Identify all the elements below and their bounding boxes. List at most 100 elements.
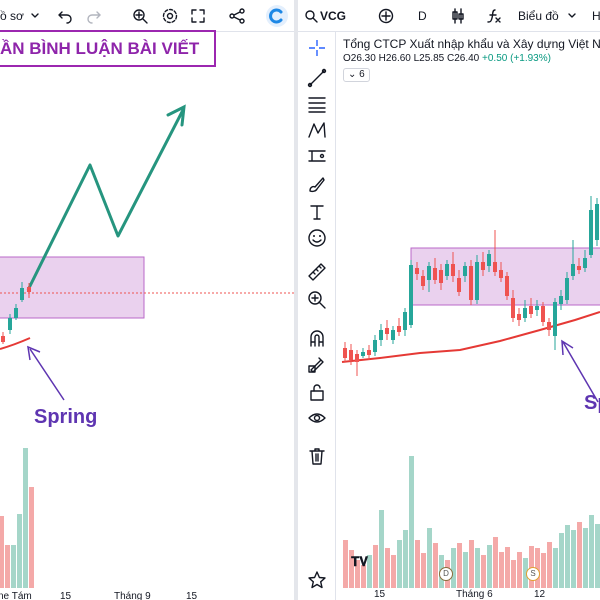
fullscreen-icon[interactable] xyxy=(190,8,206,24)
indicator-toggle[interactable]: ⌄ 6 xyxy=(343,68,370,82)
formula-icon[interactable] xyxy=(486,8,502,24)
moving-average-line xyxy=(341,311,600,363)
right-chart-pane[interactable]: VCG D Biểu đồ H xyxy=(298,0,600,600)
volume-bar xyxy=(385,548,390,588)
candle-body xyxy=(349,350,353,360)
candles-icon[interactable] xyxy=(450,8,466,24)
ohlc-close: C26.40 xyxy=(447,53,480,64)
x-axis-label: ne Tám xyxy=(0,591,32,600)
interval-button[interactable]: D xyxy=(418,9,427,23)
projection-icon[interactable] xyxy=(307,146,327,166)
chevron-down-icon[interactable] xyxy=(29,8,41,24)
volume-bar xyxy=(523,558,528,588)
spring-pointer-head xyxy=(561,339,574,356)
pane-divider[interactable] xyxy=(294,0,298,600)
candle-body xyxy=(553,302,557,336)
zoom-in-icon[interactable] xyxy=(307,290,327,310)
volume-bar xyxy=(499,552,504,588)
volume-bar xyxy=(589,515,594,588)
crosshair-icon[interactable] xyxy=(307,38,327,58)
pattern-icon[interactable] xyxy=(307,120,327,140)
projection-arrow xyxy=(26,109,185,291)
add-symbol-icon[interactable] xyxy=(378,8,394,24)
volume-bar xyxy=(451,548,456,588)
split-marker[interactable]: S xyxy=(526,567,540,581)
star-icon[interactable] xyxy=(307,570,327,590)
left-chart-pane[interactable]: ồ sơ ẦN BÌNH LUẬN BÀI VIẾT Spring ne Tám… xyxy=(0,0,294,600)
range-zone xyxy=(0,256,145,319)
ruler-icon[interactable] xyxy=(307,262,327,282)
gear-icon[interactable] xyxy=(162,8,178,24)
candle-body xyxy=(511,298,515,318)
candle-body xyxy=(535,306,539,310)
candle-body xyxy=(361,352,365,356)
undo-icon[interactable] xyxy=(57,8,73,24)
candle-body xyxy=(415,268,419,274)
candle-body xyxy=(595,204,599,240)
symbol-search[interactable]: VCG xyxy=(320,9,347,23)
redo-icon[interactable] xyxy=(86,8,102,24)
volume-bar xyxy=(29,487,34,588)
volume-bar xyxy=(391,555,396,588)
candle-body xyxy=(409,265,413,325)
volume-bar xyxy=(595,524,600,588)
x-axis-label: Tháng 6 xyxy=(456,589,493,600)
candle-body xyxy=(493,262,497,272)
brush-icon[interactable] xyxy=(307,174,327,194)
candle-body xyxy=(385,328,389,334)
candle-body xyxy=(391,330,395,340)
magnet-icon[interactable] xyxy=(307,328,327,348)
candle-body xyxy=(541,306,545,322)
ohlc-change: +0.50 (+1.93%) xyxy=(482,53,551,64)
profile-label[interactable]: ồ sơ xyxy=(0,9,24,23)
volume-bar xyxy=(511,560,516,588)
chart-type-menu[interactable]: Biểu đồ xyxy=(518,9,559,23)
spring-annotation-label: Sp xyxy=(584,392,600,414)
candle-body xyxy=(469,266,473,300)
text-icon[interactable] xyxy=(307,202,327,222)
volume-bar xyxy=(373,545,378,588)
volume-bar xyxy=(415,540,420,588)
left-price-chart[interactable] xyxy=(0,32,294,600)
volume-bar xyxy=(517,552,522,588)
magnifier-icon[interactable] xyxy=(132,8,148,24)
fib-icon[interactable] xyxy=(307,94,327,114)
volume-bar xyxy=(343,540,348,588)
volume-bar xyxy=(571,530,576,588)
candle-body xyxy=(505,276,509,296)
share-icon[interactable] xyxy=(229,8,245,24)
volume-bar xyxy=(463,552,468,588)
candle-body xyxy=(547,322,551,330)
right-price-chart[interactable] xyxy=(336,32,600,600)
dividend-marker[interactable]: D xyxy=(439,567,453,581)
trash-icon[interactable] xyxy=(307,446,327,466)
candle-body xyxy=(397,326,401,332)
ohlc-low: L25.85 xyxy=(413,53,445,64)
emoji-icon[interactable] xyxy=(307,228,327,248)
candle-body xyxy=(457,278,461,292)
lock-icon[interactable] xyxy=(307,382,327,402)
candle-body xyxy=(475,262,479,300)
toolbar-fragment[interactable]: H xyxy=(592,9,600,23)
trendline-icon[interactable] xyxy=(307,68,327,88)
eye-icon[interactable] xyxy=(307,408,327,428)
candle-body xyxy=(27,287,31,292)
spring-annotation-label: Spring xyxy=(34,406,98,428)
candle-body xyxy=(529,306,533,314)
ohlc-legend: O26.30 H26.60 L25.85 C26.40 +0.50 (+1.93… xyxy=(343,53,551,64)
ohlc-open: O26.30 xyxy=(343,53,376,64)
volume-bar xyxy=(421,553,426,588)
volume-bar xyxy=(541,553,546,588)
candle-body xyxy=(577,266,581,270)
lock-draw-icon[interactable] xyxy=(307,354,327,374)
search-icon[interactable] xyxy=(304,8,318,24)
projection-arrowhead xyxy=(166,104,186,127)
tradingview-logo[interactable]: 𝐓𝐕 xyxy=(351,555,368,570)
candle-body xyxy=(559,296,563,304)
page-title-banner: ẦN BÌNH LUẬN BÀI VIẾT xyxy=(0,30,216,67)
chevron-down-icon[interactable] xyxy=(566,8,578,24)
x-axis-label: 15 xyxy=(186,591,198,600)
candle-body xyxy=(373,340,377,352)
logo-icon[interactable] xyxy=(266,5,288,27)
volume-bar xyxy=(493,537,498,588)
